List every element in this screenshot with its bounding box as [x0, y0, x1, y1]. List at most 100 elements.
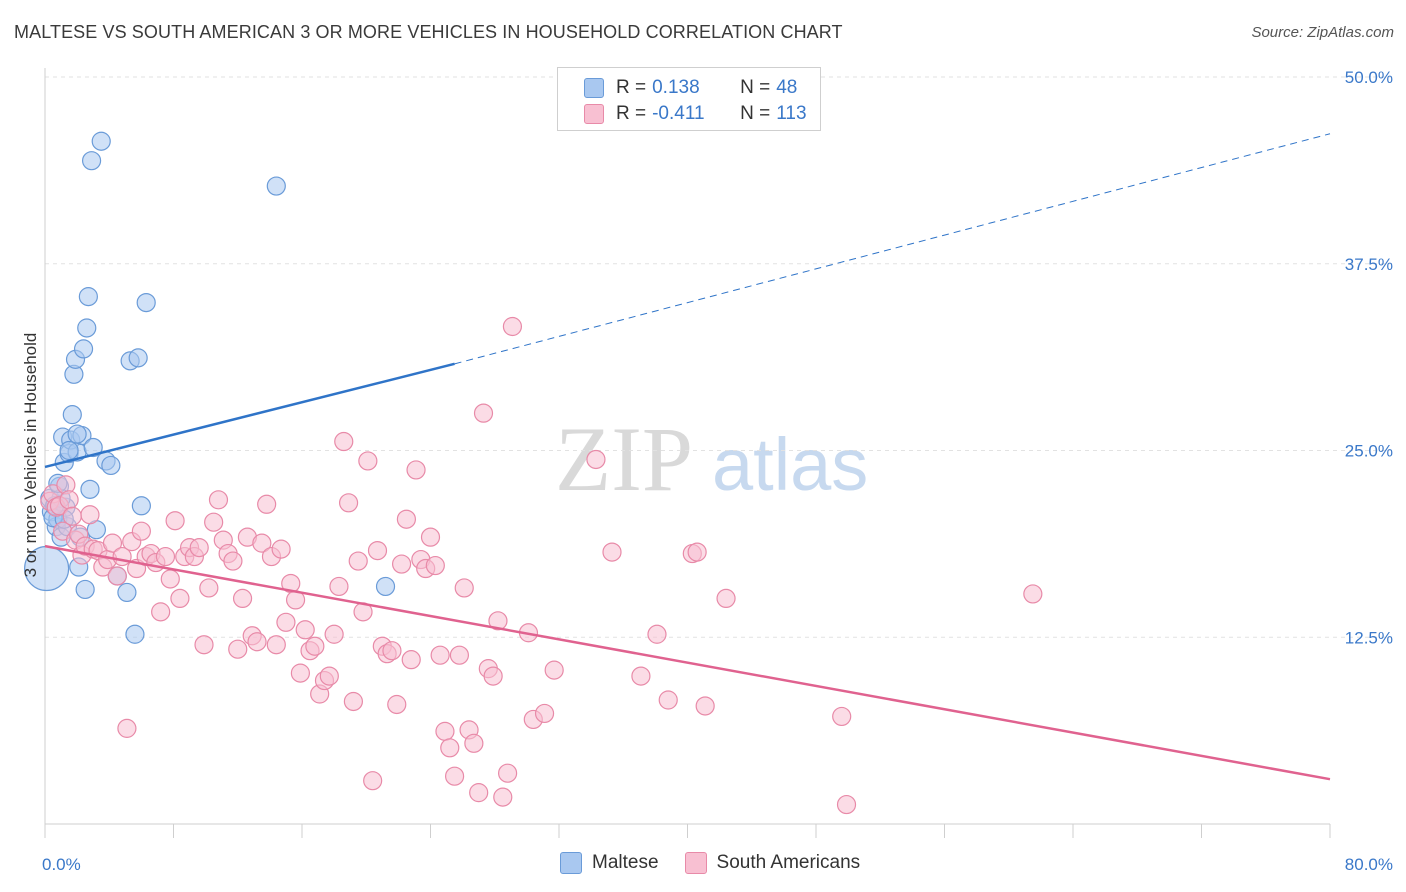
grid-lines — [45, 76, 1392, 638]
south-americans-point — [151, 602, 171, 622]
y-tick-label: 37.5% — [1345, 255, 1393, 274]
south-americans-point — [367, 540, 388, 561]
south-americans-point — [391, 554, 412, 574]
south-americans-point — [444, 766, 465, 786]
south-americans-point — [329, 576, 349, 597]
south-americans-point — [305, 636, 325, 656]
legend-swatch-maltese — [584, 78, 604, 98]
maltese-point — [117, 582, 137, 603]
south-americans-point — [464, 733, 484, 753]
south-americans-point — [406, 460, 426, 480]
maltese-point — [75, 579, 95, 600]
legend-item-maltese[interactable]: Maltese — [560, 852, 659, 874]
south-americans-point — [252, 533, 272, 553]
south-americans-point — [276, 612, 296, 632]
trend-lines — [44, 133, 1331, 781]
legend-n-value: 48 — [776, 77, 798, 98]
maltese-point — [128, 348, 148, 368]
maltese-point — [73, 339, 94, 359]
south-americans-point — [586, 449, 606, 470]
south-americans-point — [435, 721, 455, 741]
south-americans-point — [454, 578, 474, 598]
legend-r-value: 0.138 — [652, 77, 700, 98]
legend-swatch-south-americans — [584, 104, 604, 124]
south-americans-point — [208, 490, 229, 510]
south-americans-point — [387, 694, 407, 715]
south-americans-point — [228, 639, 248, 659]
south-americans-point — [401, 650, 421, 670]
south-americans-point — [832, 706, 852, 727]
maltese-point — [59, 440, 79, 461]
legend-row-south-americans: R = -0.411 N = 113 — [584, 102, 807, 126]
series-legend: Maltese South Americans — [560, 852, 886, 874]
south-americans-point — [199, 578, 219, 598]
south-americans-point — [334, 431, 354, 452]
watermark-atlas: atlas — [712, 423, 868, 506]
legend-row-maltese: R = 0.138 N = 48 — [584, 76, 797, 100]
south-americans-point — [695, 696, 715, 716]
x-tick-label: 0.0% — [42, 855, 81, 874]
south-americans-point — [396, 509, 417, 529]
south-americans-point — [363, 771, 383, 791]
south-americans-point — [102, 533, 123, 553]
source-label: Source: ZipAtlas.com — [1251, 24, 1394, 41]
south-americans-point — [160, 569, 180, 589]
south-americans-point — [295, 620, 315, 640]
maltese-point — [80, 479, 100, 499]
south-americans-point — [1023, 584, 1043, 604]
legend-swatch-south-americans — [684, 852, 707, 874]
south-americans-point — [493, 787, 513, 807]
watermark-zip: ZIP — [555, 408, 693, 510]
south-americans-point — [324, 624, 344, 644]
legend-item-south-americans[interactable]: South Americans — [684, 852, 861, 874]
legend-n-label: N = — [740, 103, 771, 124]
legend-r-value: -0.411 — [652, 103, 705, 124]
x-tick-label: 80.0% — [1345, 855, 1393, 874]
maltese-point — [131, 496, 151, 516]
south-americans-point — [343, 691, 363, 712]
legend-r-label: R = — [616, 103, 647, 124]
maltese-point — [78, 287, 98, 307]
south-americans-point — [382, 641, 402, 661]
maltese-point — [83, 437, 103, 458]
legend-swatch-maltese — [560, 852, 582, 874]
south-americans-point — [488, 611, 508, 631]
legend-label-south-americans: South Americans — [716, 852, 861, 873]
maltese-trend-line — [44, 362, 455, 469]
south-americans-point — [631, 666, 651, 686]
south-americans-point — [716, 588, 736, 609]
south-americans-point — [440, 738, 460, 758]
maltese-point — [62, 405, 82, 425]
south-americans-point — [836, 794, 857, 815]
legend-r-label: R = — [616, 77, 647, 98]
series-maltese — [24, 131, 396, 644]
south-americans-point — [473, 403, 494, 423]
y-tick-label: 25.0% — [1345, 442, 1393, 461]
maltese-point — [101, 455, 121, 476]
south-americans-point — [59, 490, 79, 510]
south-americans-point — [534, 703, 555, 724]
maltese-point — [125, 624, 145, 644]
south-americans-point — [358, 451, 378, 471]
south-americans-point — [131, 521, 151, 541]
south-americans-point — [544, 660, 564, 680]
south-americans-point — [266, 635, 286, 655]
south-americans-point — [271, 539, 291, 559]
south-americans-point — [290, 663, 310, 683]
south-americans-point — [204, 512, 224, 532]
south-americans-point — [319, 666, 339, 686]
legend-n-value: 113 — [776, 103, 807, 124]
maltese-point — [77, 318, 97, 338]
south-americans-point — [469, 783, 489, 803]
south-americans-point — [155, 546, 176, 567]
y-axis-label: 3 or more Vehicles in Household — [21, 333, 40, 578]
maltese-point — [375, 576, 396, 597]
south-americans-point — [502, 316, 523, 337]
chart-title: MALTESE VS SOUTH AMERICAN 3 OR MORE VEHI… — [14, 22, 843, 42]
legend-label-maltese: Maltese — [592, 852, 659, 873]
south-americans-point — [189, 538, 209, 558]
south-americans-trend-line — [44, 544, 1331, 781]
maltese-point — [136, 292, 156, 313]
axes — [44, 68, 1331, 838]
